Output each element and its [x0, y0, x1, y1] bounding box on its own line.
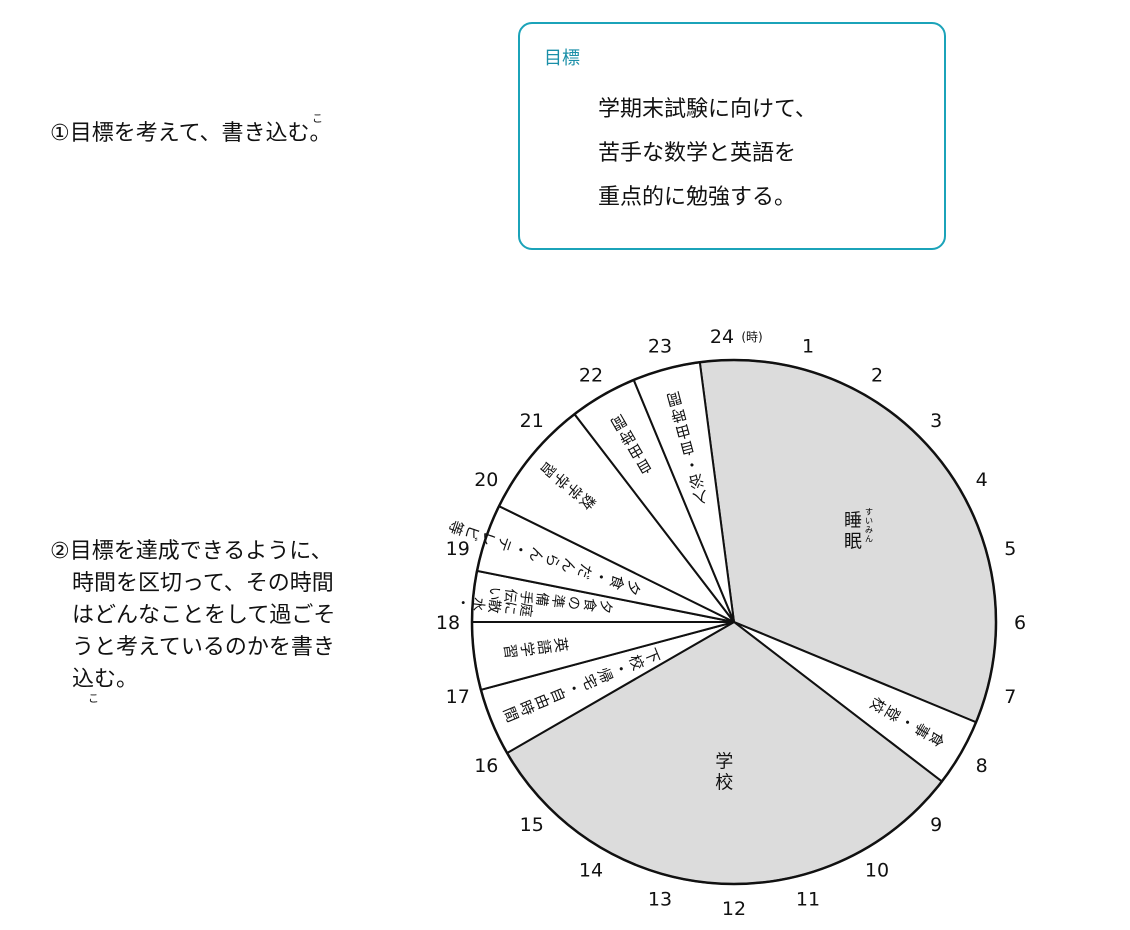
svg-text:夕: 夕 [622, 578, 644, 598]
hour-tick-label: 1 [802, 336, 814, 358]
svg-text:自: 自 [678, 437, 697, 458]
svg-text:い: い [485, 586, 503, 602]
svg-text:・: ・ [562, 678, 584, 699]
svg-text:備: 備 [533, 591, 551, 607]
svg-text:語: 語 [534, 638, 554, 655]
hour-tick-label: 9 [930, 814, 942, 836]
ruby-ko-1: こ [312, 112, 323, 125]
svg-text:み: み [865, 526, 873, 535]
svg-text:入: 入 [691, 487, 710, 508]
svg-text:・: ・ [682, 454, 701, 475]
svg-text:睡: 睡 [844, 510, 862, 531]
svg-text:間: 間 [665, 388, 684, 409]
hour-tick-label: 21 [520, 410, 544, 432]
pie-outline [470, 358, 998, 886]
hour-tick-label: 14 [579, 860, 603, 882]
svg-text:・: ・ [453, 595, 471, 611]
svg-text:英: 英 [551, 636, 571, 653]
segment-label: 学校 [715, 751, 733, 793]
svg-text:に: に [501, 600, 519, 616]
hour-tick-label: 11 [796, 888, 820, 910]
instruction-step-1: ①目標を考えて、書き込む。 [50, 121, 332, 146]
hour-tick-label: 20 [474, 469, 498, 491]
svg-text:間: 間 [499, 704, 521, 725]
svg-text:ビ: ビ [461, 523, 483, 543]
svg-text:下: 下 [641, 646, 663, 667]
hour-tick-label: 2 [871, 364, 883, 386]
goal-text: 学期末試験に向けて、 苦手な数学と英語を 重点的に勉強する。 [598, 97, 817, 210]
svg-text:手: 手 [517, 589, 535, 605]
hour-tick-label: 18 [436, 612, 460, 634]
svg-text:伝: 伝 [501, 588, 519, 604]
hour-tick-label: 12 [722, 898, 746, 920]
svg-text:由: 由 [531, 691, 553, 712]
svg-text:帰: 帰 [594, 665, 616, 686]
svg-text:校: 校 [625, 652, 647, 673]
svg-text:校: 校 [715, 772, 733, 793]
hour-tick-label: 3 [930, 410, 942, 432]
hour-tick-label: 13 [648, 888, 672, 910]
svg-text:庭: 庭 [517, 602, 536, 618]
hour-tick-label: 8 [976, 755, 988, 777]
svg-text:宅: 宅 [578, 672, 600, 693]
hour-tick-label: 4 [976, 469, 988, 491]
hour-tick-label-24: 24 [710, 326, 734, 348]
hour-tick-label: 23 [648, 336, 672, 358]
svg-text:・: ・ [590, 567, 612, 587]
svg-text:浴: 浴 [687, 470, 706, 491]
svg-text:ん: ん [865, 535, 873, 544]
hour-tick-label: 16 [474, 755, 498, 777]
hour-tick-label: 17 [446, 686, 470, 708]
svg-text:食: 食 [606, 572, 628, 592]
goal-box: 目標 学期末試験に向けて、 苦手な数学と英語を 重点的に勉強する。 [518, 22, 946, 250]
svg-text:習: 習 [500, 643, 520, 660]
svg-text:散: 散 [485, 598, 503, 614]
svg-text:・: ・ [509, 539, 531, 559]
hour-unit-label: (時) [741, 330, 762, 344]
instruction-step-2: ②目標を達成できるように、 時間を区切って、その時間 はどんなことをして過ごそ … [50, 539, 336, 692]
hour-tick-label: 19 [446, 538, 470, 560]
hour-tick-label: 6 [1014, 612, 1026, 634]
hour-tick-label: 5 [1004, 538, 1016, 560]
hour-tick-label: 7 [1004, 686, 1016, 708]
svg-text:学: 学 [715, 751, 733, 772]
svg-text:・: ・ [609, 659, 631, 680]
svg-text:由: 由 [673, 421, 692, 442]
svg-text:い: い [865, 517, 873, 526]
svg-text:ん: ん [558, 556, 580, 576]
svg-text:す: す [865, 508, 873, 517]
svg-text:水: 水 [469, 596, 487, 612]
svg-text:食: 食 [580, 597, 599, 613]
svg-text:テ: テ [493, 534, 515, 554]
hour-tick-label: 22 [579, 364, 603, 386]
svg-text:学: 学 [517, 641, 537, 658]
svg-text:の: の [564, 595, 582, 611]
hour-tick-label: 10 [865, 860, 889, 882]
svg-text:時: 時 [515, 698, 537, 719]
svg-text:レ: レ [477, 529, 499, 549]
goal-title: 目標 [544, 48, 580, 69]
svg-text:準: 準 [549, 593, 567, 609]
svg-text:ら: ら [541, 550, 563, 570]
hour-tick-label: 15 [520, 814, 544, 836]
svg-text:時: 時 [669, 404, 688, 425]
svg-text:眠: 眠 [844, 531, 862, 552]
svg-text:ん: ん [525, 545, 547, 565]
svg-text:自: 自 [547, 685, 569, 706]
svg-text:等: 等 [445, 518, 467, 538]
svg-text:夕: 夕 [596, 599, 614, 615]
segment-label: 睡眠 [844, 510, 862, 552]
ruby-ko-2: こ [88, 692, 99, 705]
svg-text:だ: だ [574, 561, 596, 581]
